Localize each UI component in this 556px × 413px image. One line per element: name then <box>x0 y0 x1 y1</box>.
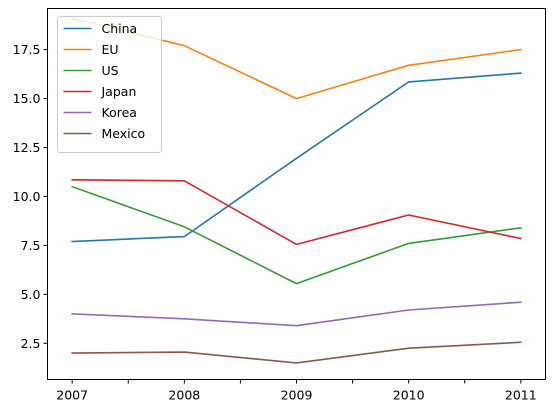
y-tick-label: 5.0 <box>21 287 41 302</box>
series-line-korea <box>71 301 522 327</box>
legend-label-us: US <box>102 63 119 78</box>
legend-label-china: China <box>102 21 138 36</box>
series-line-japan <box>71 178 522 246</box>
x-tick-label: 2009 <box>281 388 313 403</box>
legend-label-korea: Korea <box>102 105 137 120</box>
x-tick-label: 2007 <box>56 388 88 403</box>
legend-box <box>57 16 162 153</box>
legend-label-mexico: Mexico <box>102 126 146 141</box>
x-tick-label: 2008 <box>168 388 200 403</box>
x-tick-label: 2011 <box>505 388 537 403</box>
y-axis: 2.5 5.0 7.5 10.0 12.5 15.0 17.5 <box>13 42 48 351</box>
x-tick-label: 2010 <box>393 388 425 403</box>
plot-frame <box>47 8 546 380</box>
series-line-us <box>71 185 522 285</box>
y-tick-label: 17.5 <box>13 42 41 57</box>
y-tick-label: 2.5 <box>21 336 41 351</box>
y-tick-label: 10.0 <box>13 189 41 204</box>
legend: China EU US Japan Korea Mexico <box>57 16 162 153</box>
series-line-mexico <box>71 341 522 364</box>
legend-label-eu: EU <box>102 42 119 57</box>
series-line-china <box>71 72 522 243</box>
legend-label-japan: Japan <box>101 84 137 99</box>
y-tick-label: 15.0 <box>13 91 41 106</box>
y-tick-label: 7.5 <box>21 238 41 253</box>
x-axis: 2007 2008 2009 2010 2011 <box>56 379 537 403</box>
y-tick-label: 12.5 <box>13 140 41 155</box>
